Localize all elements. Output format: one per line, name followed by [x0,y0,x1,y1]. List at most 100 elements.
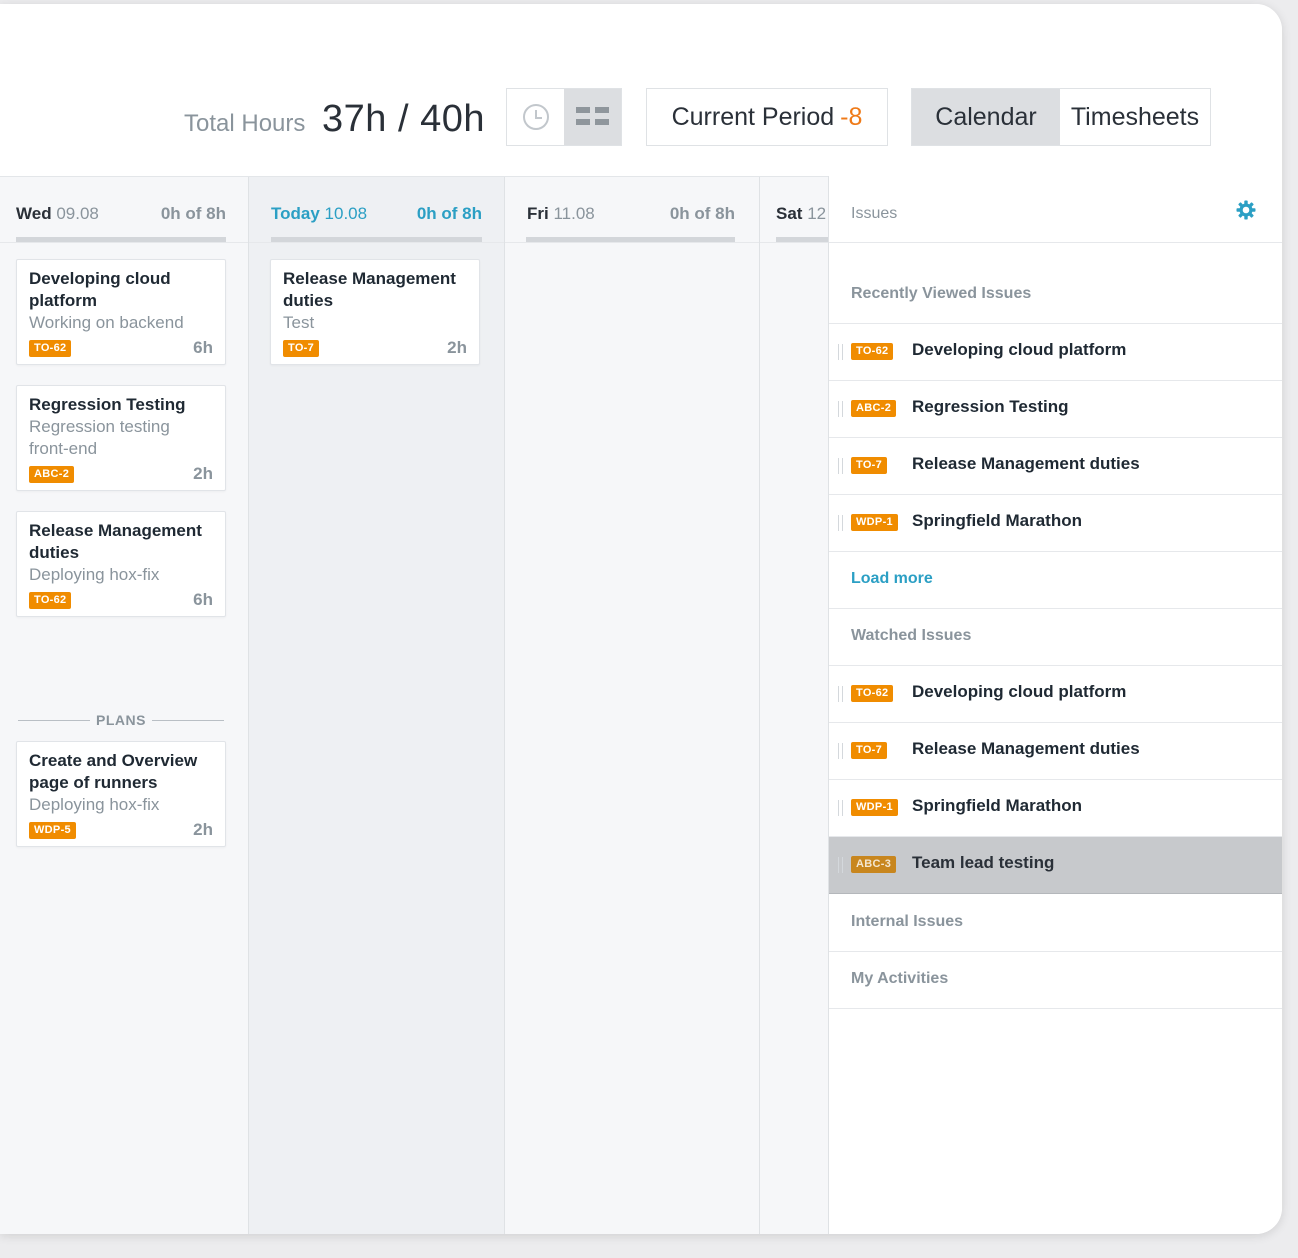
day-column-fri[interactable]: Fri 11.08 0h of 8h [505,177,760,1234]
clock-icon [522,104,549,130]
issue-row[interactable]: TO-62 Developing cloud platform [829,324,1282,381]
gear-icon[interactable] [1236,200,1256,220]
drag-handle-icon[interactable] [838,401,843,417]
worklog-card[interactable]: Release Management duties Test TO-7 2h [270,259,480,365]
plan-card[interactable]: Create and Overview page of runners Depl… [16,741,226,847]
issue-tag: TO-62 [851,343,894,360]
issues-panel-header: Issues [829,176,1282,243]
issue-title: Developing cloud platform [912,340,1127,359]
day-hours: 0h of 8h [160,204,226,223]
day-progress-bar [776,237,828,242]
issue-tag: TO-7 [851,742,888,759]
load-more-link[interactable]: Load more [851,570,933,587]
period-delta: -8 [840,102,863,131]
worklog-description: Working on backend [29,313,184,332]
issue-row[interactable]: WDP-1 Springfield Marathon [829,495,1282,552]
issue-title: Team lead testing [912,853,1055,872]
drag-handle-icon[interactable] [838,458,843,474]
issue-title: Regression Testing [912,397,1069,416]
worklog-hours: 6h [193,590,213,609]
day-header: Sat 12 [760,177,828,243]
issue-title: Release Management duties [912,739,1140,758]
drag-handle-icon[interactable] [838,686,843,702]
drag-handle-icon[interactable] [838,515,843,531]
worklog-description: Regression testing front-end [29,417,170,458]
view-mode-toggle [506,88,622,146]
worklog-hours: 2h [447,338,467,357]
issue-row[interactable]: TO-62 Developing cloud platform [829,666,1282,723]
day-name: Fri [527,204,549,223]
day-header: Today 10.08 0h of 8h [249,177,504,243]
worklog-card[interactable]: Release Management duties Deploying hox-… [16,511,226,617]
tab-calendar[interactable]: Calendar [912,89,1060,145]
issue-tag: TO-62 [851,685,894,702]
issues-panel: Issues Recently Viewed Issues [828,176,1282,1234]
load-more-row: Load more [829,552,1282,609]
drag-handle-icon[interactable] [838,800,843,816]
day-column-sat[interactable]: Sat 12 [760,177,828,1234]
issue-title: Springfield Marathon [912,796,1082,815]
day-progress-bar [271,237,482,242]
issue-row[interactable]: WDP-1 Springfield Marathon [829,780,1282,837]
plan-description: Deploying hox-fix [29,795,160,814]
issue-row[interactable]: TO-7 Release Management duties [829,438,1282,495]
day-column-wed[interactable]: Wed 09.08 0h of 8h Developing cloud plat… [0,177,249,1234]
worklog-title: Developing cloud platform [29,269,171,310]
period-label: Current Period [671,102,835,131]
issue-tag: WDP-5 [29,821,76,839]
internal-issues-header[interactable]: Internal Issues [829,895,1282,952]
issues-panel-title: Issues [851,205,898,222]
tab-timesheets[interactable]: Timesheets [1070,102,1200,131]
day-hours: 0h of 8h [669,204,735,223]
my-activities-header[interactable]: My Activities [829,952,1282,1009]
issue-tag: WDP-1 [851,514,898,531]
issue-tag: TO-7 [283,339,320,357]
issue-tag: ABC-2 [851,400,897,417]
plans-divider: PLANS [18,710,225,730]
issue-row-selected[interactable]: ABC-3 Team lead testing [829,837,1282,894]
worklog-card[interactable]: Developing cloud platform Working on bac… [16,259,226,365]
clock-view-button[interactable] [507,89,564,145]
worklog-title: Release Management duties [283,269,456,310]
day-name: Today [271,204,320,223]
issue-row[interactable]: TO-7 Release Management duties [829,723,1282,780]
day-progress-bar [16,237,226,242]
worklog-description: Deploying hox-fix [29,565,160,584]
drag-handle-icon[interactable] [838,857,843,873]
day-name: Sat [776,204,803,223]
day-date: 10.08 [324,204,368,223]
plans-label: PLANS [96,712,146,728]
app-window: Total Hours 37h / 40h Current Period -8 … [0,4,1282,1234]
worklog-title: Release Management duties [29,521,202,562]
section-title: Recently Viewed Issues [851,285,1032,302]
day-date: 09.08 [56,204,99,223]
issue-tag: ABC-3 [851,856,897,873]
plan-title: Create and Overview page of runners [29,751,198,792]
issue-tag: WDP-1 [851,799,898,816]
total-hours-label: Total Hours [184,110,306,137]
section-title: Internal Issues [851,913,964,930]
drag-handle-icon[interactable] [838,743,843,759]
day-column-today[interactable]: Today 10.08 0h of 8h Release Management … [249,177,505,1234]
worklog-hours: 6h [193,338,213,357]
watched-issues-header[interactable]: Watched Issues [829,609,1282,666]
grid-view-button[interactable] [564,89,621,145]
recent-issues-header: Recently Viewed Issues [829,267,1282,324]
issue-title: Springfield Marathon [912,511,1082,530]
total-hours-value: 37h / 40h [322,98,485,140]
current-period-button[interactable]: Current Period -8 [646,88,888,146]
drag-handle-icon[interactable] [838,344,843,360]
issue-tag: TO-7 [851,457,888,474]
issue-title: Developing cloud platform [912,682,1127,701]
issue-tag: TO-62 [29,591,72,609]
plan-hours: 2h [193,820,213,839]
day-date: 11.08 [553,204,595,223]
section-title: My Activities [851,970,949,987]
calendar-grid: Wed 09.08 0h of 8h Developing cloud plat… [0,176,828,1234]
day-date: 12 [807,204,827,223]
issue-tag: ABC-2 [29,465,75,483]
top-bar: Total Hours 37h / 40h Current Period -8 … [0,4,1282,176]
worklog-card[interactable]: Regression Testing Regression testing fr… [16,385,226,491]
issue-row[interactable]: ABC-2 Regression Testing [829,381,1282,438]
day-header: Fri 11.08 0h of 8h [505,177,759,243]
